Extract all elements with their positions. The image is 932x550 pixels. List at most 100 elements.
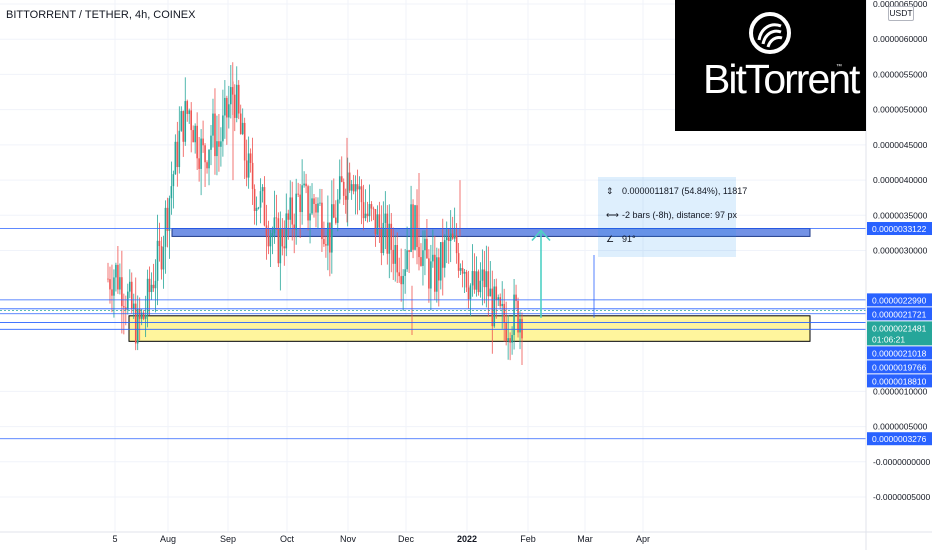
y-tick-label: 0.0000035000 xyxy=(873,210,928,220)
measure-angle-text: 91° xyxy=(622,234,636,244)
candle-body xyxy=(119,277,121,290)
candle-body xyxy=(142,312,145,319)
candle-body xyxy=(436,257,438,292)
x-tick-label: Feb xyxy=(520,534,536,544)
candle-body xyxy=(485,271,488,288)
candle-body xyxy=(333,204,335,218)
price-level-badge xyxy=(867,346,932,360)
candle-body xyxy=(263,187,266,226)
candle-body xyxy=(196,125,198,159)
candle-body xyxy=(303,183,305,186)
candle-body xyxy=(390,223,393,250)
candle-body xyxy=(249,153,252,163)
measure-price-text: 0.0000011817 (54.84%), 11817 xyxy=(622,186,748,196)
candle-body xyxy=(130,281,133,310)
candle-body xyxy=(517,300,519,333)
candle-body xyxy=(251,162,254,189)
candle-body xyxy=(226,97,228,118)
candle-body xyxy=(515,294,517,301)
candle-body xyxy=(265,225,268,236)
candle-body xyxy=(132,303,135,310)
candle-body xyxy=(400,276,402,285)
currency-button[interactable]: USDT xyxy=(888,6,914,21)
x-tick-label: 5 xyxy=(112,534,117,544)
price-range-icon: ⇕ xyxy=(606,185,614,196)
y-tick-label: 0.0000060000 xyxy=(873,34,928,44)
price-badge-label: 0.0000021481 xyxy=(872,323,927,333)
candle-body xyxy=(434,254,436,292)
candle-body xyxy=(334,217,337,223)
candle-body xyxy=(348,172,351,191)
x-tick-label: Apr xyxy=(636,534,650,544)
candle-body xyxy=(218,141,220,147)
x-tick-label: Nov xyxy=(340,534,357,544)
candle-body xyxy=(507,338,509,341)
candle-body xyxy=(148,278,151,293)
candle-body xyxy=(344,195,347,200)
candle-body xyxy=(422,250,424,266)
candle-body xyxy=(281,228,284,247)
candle-body xyxy=(275,217,278,219)
candle-body xyxy=(184,101,187,142)
candle-body xyxy=(319,202,321,204)
candle-body xyxy=(117,264,119,290)
countdown-label: 01:06:21 xyxy=(872,334,905,344)
candle-body xyxy=(354,184,357,192)
candle-body xyxy=(340,176,343,182)
x-tick-label: Mar xyxy=(577,534,593,544)
candle-body xyxy=(299,194,301,213)
candle-body xyxy=(291,197,294,225)
candle-body xyxy=(469,285,472,300)
candle-body xyxy=(109,279,111,290)
candle-body xyxy=(513,294,515,336)
candle-body xyxy=(245,160,248,178)
horizontal-lines xyxy=(0,228,866,440)
candle-body xyxy=(162,246,165,270)
candle-body xyxy=(305,183,307,187)
angle-icon: ∠ xyxy=(606,233,615,244)
candle-body xyxy=(378,214,381,228)
candle-body xyxy=(396,245,399,273)
candle-body xyxy=(301,185,303,213)
candle-body xyxy=(445,237,448,241)
candle-body xyxy=(487,271,490,297)
measure-bars-text: -2 bars (-8h), distance: 97 px xyxy=(622,210,738,220)
candle-body xyxy=(424,238,426,251)
candle-body xyxy=(152,284,155,289)
candle-body xyxy=(495,286,498,301)
candle-body xyxy=(154,280,157,289)
candle-body xyxy=(283,246,286,249)
candle-body xyxy=(382,222,385,254)
candle-body xyxy=(493,286,496,327)
candle-body xyxy=(358,186,361,190)
y-tick-label: 0.0000040000 xyxy=(873,175,928,185)
candle-body xyxy=(170,186,173,199)
candle-body xyxy=(336,199,339,223)
candle-body xyxy=(406,250,408,270)
candle-body xyxy=(420,257,422,266)
candle-body xyxy=(273,217,276,234)
candle-body xyxy=(182,111,185,142)
candle-body xyxy=(127,291,129,310)
candle-body xyxy=(463,271,466,274)
candle-body xyxy=(188,110,191,114)
current-price-badge xyxy=(867,321,932,346)
candle-body xyxy=(368,204,371,217)
candle-body xyxy=(352,184,355,192)
candle-body xyxy=(140,312,143,319)
candle-body xyxy=(505,322,507,341)
y-tick-label: -0.0000000000 xyxy=(873,457,930,467)
candle-body xyxy=(224,97,226,116)
candle-body xyxy=(257,207,260,209)
candle-body xyxy=(511,335,513,343)
candle-body xyxy=(136,308,139,344)
candle-body xyxy=(186,101,189,114)
candle-body xyxy=(214,113,216,157)
y-tick-label: 0.0000055000 xyxy=(873,69,928,79)
candle-body xyxy=(222,115,224,142)
candle-body xyxy=(384,213,387,223)
candle-body xyxy=(261,187,264,192)
candle-body xyxy=(481,269,484,281)
